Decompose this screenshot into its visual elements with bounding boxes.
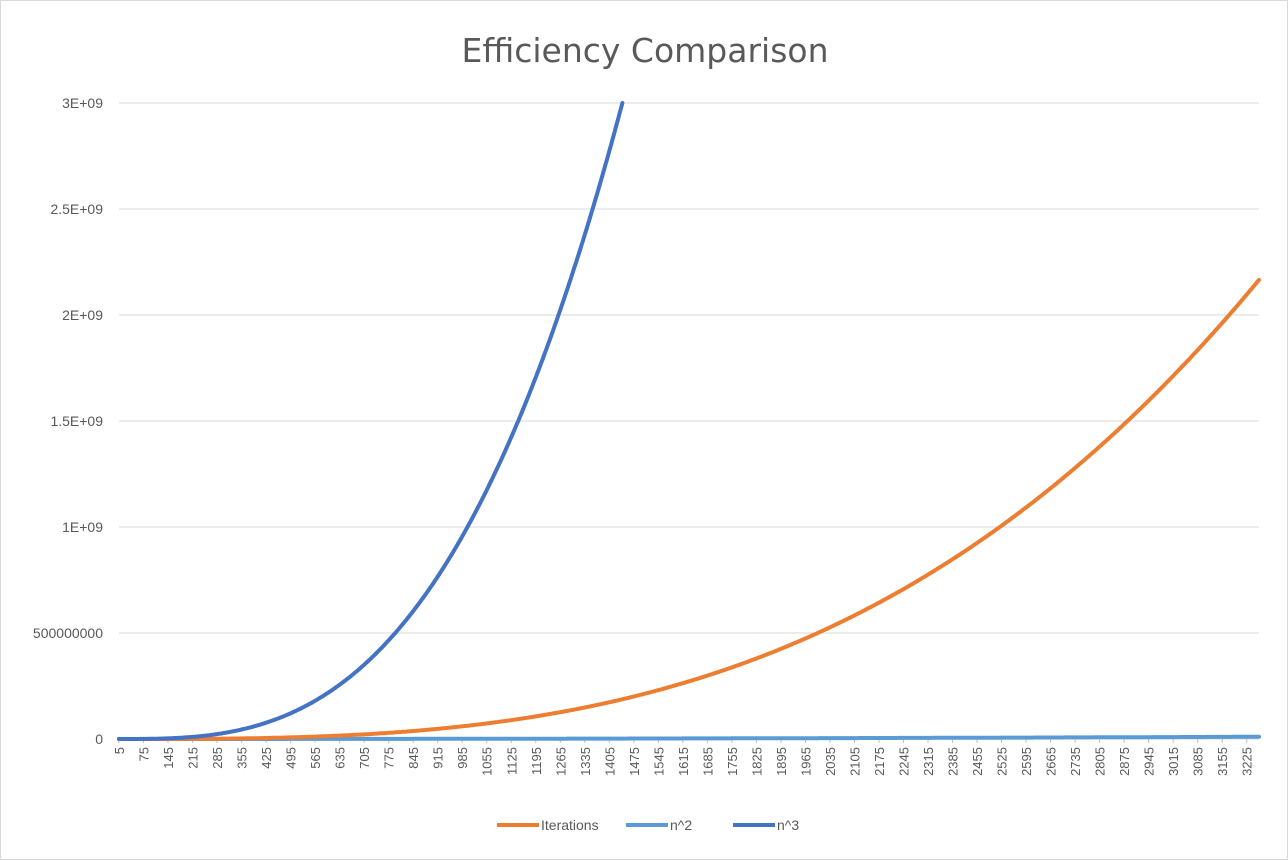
x-tick-label: 1335 [578, 747, 593, 776]
x-tick-label: 3155 [1215, 747, 1230, 776]
x-tick-label: 2595 [1019, 747, 1034, 776]
x-tick-label: 2875 [1117, 747, 1132, 776]
legend-label: Iterations [541, 817, 599, 833]
x-tick-label: 1125 [504, 747, 519, 775]
x-axis-ticks: 5 75 145 215 285 355 425 495 565 635 705 775 845 915 9… [112, 739, 1255, 776]
y-tick-label: 2E+09 [62, 307, 103, 323]
x-tick-label: 705 [357, 747, 372, 769]
series-line-iterations [117, 277, 1261, 741]
series-line-n2 [117, 734, 1261, 741]
y-tick-label: 1.5E+09 [50, 413, 103, 429]
x-tick-label: 3225 [1240, 747, 1255, 776]
x-tick-label: 285 [210, 747, 225, 769]
chart-title: Efficiency Comparison [461, 31, 829, 70]
legend-label: n^2 [670, 817, 692, 833]
x-tick-label: 2105 [847, 747, 862, 776]
x-tick-label: 75 [137, 747, 152, 761]
x-tick-label: 1615 [676, 747, 691, 776]
x-tick-label: 2525 [995, 747, 1010, 776]
x-tick-label: 3015 [1166, 747, 1181, 776]
x-tick-label: 425 [259, 747, 274, 769]
x-tick-label: 1475 [627, 747, 642, 776]
x-tick-label: 1195 [529, 747, 544, 775]
x-tick-label: 2805 [1093, 747, 1108, 776]
x-tick-label: 1405 [602, 747, 617, 776]
x-tick-label: 3085 [1191, 747, 1206, 776]
x-tick-label: 1895 [774, 747, 789, 776]
x-tick-label: 2035 [823, 747, 838, 776]
x-tick-label: 5 [112, 747, 127, 754]
x-tick-label: 2735 [1068, 747, 1083, 776]
x-tick-label: 2315 [921, 747, 936, 776]
x-tick-label: 2385 [946, 747, 961, 776]
y-tick-label: 1E+09 [62, 519, 103, 535]
legend-label: n^3 [777, 817, 799, 833]
x-tick-label: 1825 [749, 747, 764, 776]
x-tick-label: 985 [455, 747, 470, 769]
x-tick-label: 2245 [897, 747, 912, 776]
x-tick-label: 845 [406, 747, 421, 769]
x-tick-label: 915 [431, 747, 446, 769]
x-tick-label: 1685 [700, 747, 715, 776]
y-tick-label: 3E+09 [62, 95, 103, 111]
series-lines [117, 101, 1261, 741]
x-tick-label: 2175 [872, 747, 887, 776]
series-line-n3 [117, 101, 625, 741]
x-tick-label: 1265 [553, 747, 568, 776]
y-tick-label: 0 [95, 731, 103, 747]
y-tick-label: 2.5E+09 [50, 201, 103, 217]
x-tick-label: 1965 [798, 747, 813, 776]
x-tick-label: 215 [186, 747, 201, 769]
x-tick-label: 355 [235, 747, 250, 769]
x-tick-label: 2455 [970, 747, 985, 776]
x-tick-label: 145 [161, 747, 176, 769]
x-tick-label: 1755 [725, 747, 740, 776]
gridlines [119, 102, 1259, 740]
x-tick-label: 775 [382, 747, 397, 769]
y-tick-label: 500000000 [33, 625, 103, 641]
x-tick-label: 2945 [1142, 747, 1157, 776]
y-axis-ticks: 0 500000000 1E+09 1.5E+09 2E+09 2.5E+09 3E+09 [33, 95, 103, 747]
x-tick-label: 1055 [480, 747, 495, 776]
x-tick-label: 1545 [651, 747, 666, 776]
x-tick-label: 635 [333, 747, 348, 769]
x-tick-label: 2665 [1044, 747, 1059, 776]
x-tick-label: 565 [308, 747, 323, 769]
x-tick-label: 495 [284, 747, 299, 769]
legend: Iterations n^2 n^3 [497, 817, 799, 833]
